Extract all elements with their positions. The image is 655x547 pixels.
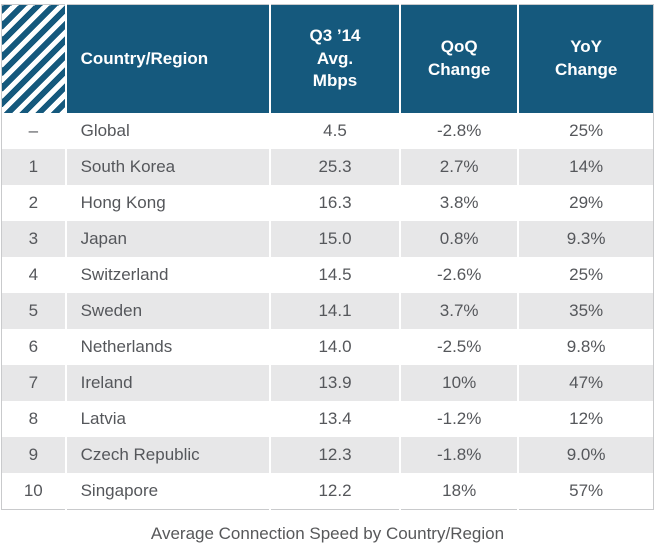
- country-cell: Latvia: [64, 401, 270, 437]
- connection-speed-table: Country/Region Q3 ’14 Avg. Mbps QoQ Chan…: [1, 4, 654, 510]
- rank-cell: 5: [28, 301, 39, 320]
- qoq-cell: 3.8%: [399, 185, 519, 221]
- table-row: 9 Czech Republic 12.3 -1.8% 9.0%: [1, 437, 654, 473]
- mbps-cell: 16.3: [268, 185, 401, 221]
- table-body: – Global 4.5 -2.8% 25% 1 South Korea 25.…: [1, 113, 654, 510]
- rank-cell: 1: [28, 157, 39, 176]
- country-cell: Global: [64, 113, 270, 149]
- column-header-yoy: YoY Change: [517, 4, 654, 113]
- column-header-qoq: QoQ Change: [399, 4, 519, 113]
- yoy-cell: 12%: [517, 401, 654, 437]
- yoy-cell: 25%: [517, 257, 654, 293]
- rank-cell: 7: [28, 373, 39, 392]
- yoy-cell: 9.8%: [517, 329, 654, 365]
- qoq-cell: 10%: [399, 365, 519, 401]
- rank-cell: –: [28, 121, 39, 140]
- header-row: Country/Region Q3 ’14 Avg. Mbps QoQ Chan…: [1, 4, 654, 113]
- mbps-cell: 12.3: [268, 437, 401, 473]
- country-cell: Czech Republic: [64, 437, 270, 473]
- qoq-cell: -2.6%: [399, 257, 519, 293]
- country-cell: Sweden: [64, 293, 270, 329]
- yoy-cell: 35%: [517, 293, 654, 329]
- table-row: 4 Switzerland 14.5 -2.6% 25%: [1, 257, 654, 293]
- country-cell: Singapore: [64, 473, 270, 510]
- qoq-cell: 0.8%: [399, 221, 519, 257]
- rank-cell: 3: [28, 229, 39, 248]
- mbps-cell: 13.9: [268, 365, 401, 401]
- qoq-cell: 18%: [399, 473, 519, 510]
- country-cell: Hong Kong: [64, 185, 270, 221]
- table-row: 3 Japan 15.0 0.8% 9.3%: [1, 221, 654, 257]
- yoy-cell: 14%: [517, 149, 654, 185]
- yoy-cell: 25%: [517, 113, 654, 149]
- yoy-cell: 57%: [517, 473, 654, 510]
- table-row: 10 Singapore 12.2 18% 57%: [1, 473, 654, 510]
- table-row: 1 South Korea 25.3 2.7% 14%: [1, 149, 654, 185]
- mbps-cell: 13.4: [268, 401, 401, 437]
- column-header-mbps: Q3 ’14 Avg. Mbps: [268, 4, 401, 113]
- yoy-cell: 47%: [517, 365, 654, 401]
- mbps-cell: 15.0: [268, 221, 401, 257]
- yoy-cell: 29%: [517, 185, 654, 221]
- qoq-cell: -1.8%: [399, 437, 519, 473]
- mbps-cell: 14.5: [268, 257, 401, 293]
- country-cell: Japan: [64, 221, 270, 257]
- qoq-cell: 2.7%: [399, 149, 519, 185]
- rank-cell: 10: [23, 481, 43, 500]
- country-cell: Ireland: [64, 365, 270, 401]
- table-row: – Global 4.5 -2.8% 25%: [1, 113, 654, 149]
- qoq-cell: 3.7%: [399, 293, 519, 329]
- qoq-cell: -2.8%: [399, 113, 519, 149]
- yoy-cell: 9.3%: [517, 221, 654, 257]
- hatch-pattern-icon: [1, 4, 66, 113]
- mbps-cell: 25.3: [268, 149, 401, 185]
- rank-cell: 9: [28, 445, 39, 464]
- table-row: 7 Ireland 13.9 10% 47%: [1, 365, 654, 401]
- mbps-cell: 14.0: [268, 329, 401, 365]
- column-header-country: Country/Region: [64, 4, 270, 113]
- country-cell: South Korea: [64, 149, 270, 185]
- qoq-cell: -2.5%: [399, 329, 519, 365]
- table-row: 2 Hong Kong 16.3 3.8% 29%: [1, 185, 654, 221]
- mbps-cell: 4.5: [268, 113, 401, 149]
- country-cell: Netherlands: [64, 329, 270, 365]
- mbps-cell: 12.2: [268, 473, 401, 510]
- yoy-cell: 9.0%: [517, 437, 654, 473]
- table-row: 6 Netherlands 14.0 -2.5% 9.8%: [1, 329, 654, 365]
- rank-cell: 4: [28, 265, 39, 284]
- rank-cell: 2: [28, 193, 39, 212]
- country-cell: Switzerland: [64, 257, 270, 293]
- qoq-cell: -1.2%: [399, 401, 519, 437]
- table-header: Country/Region Q3 ’14 Avg. Mbps QoQ Chan…: [1, 4, 654, 113]
- table-row: 8 Latvia 13.4 -1.2% 12%: [1, 401, 654, 437]
- mbps-cell: 14.1: [268, 293, 401, 329]
- rank-cell: 6: [28, 337, 39, 356]
- table-row: 5 Sweden 14.1 3.7% 35%: [1, 293, 654, 329]
- rank-cell: 8: [28, 409, 39, 428]
- table-caption: Average Connection Speed by Country/Regi…: [150, 524, 505, 543]
